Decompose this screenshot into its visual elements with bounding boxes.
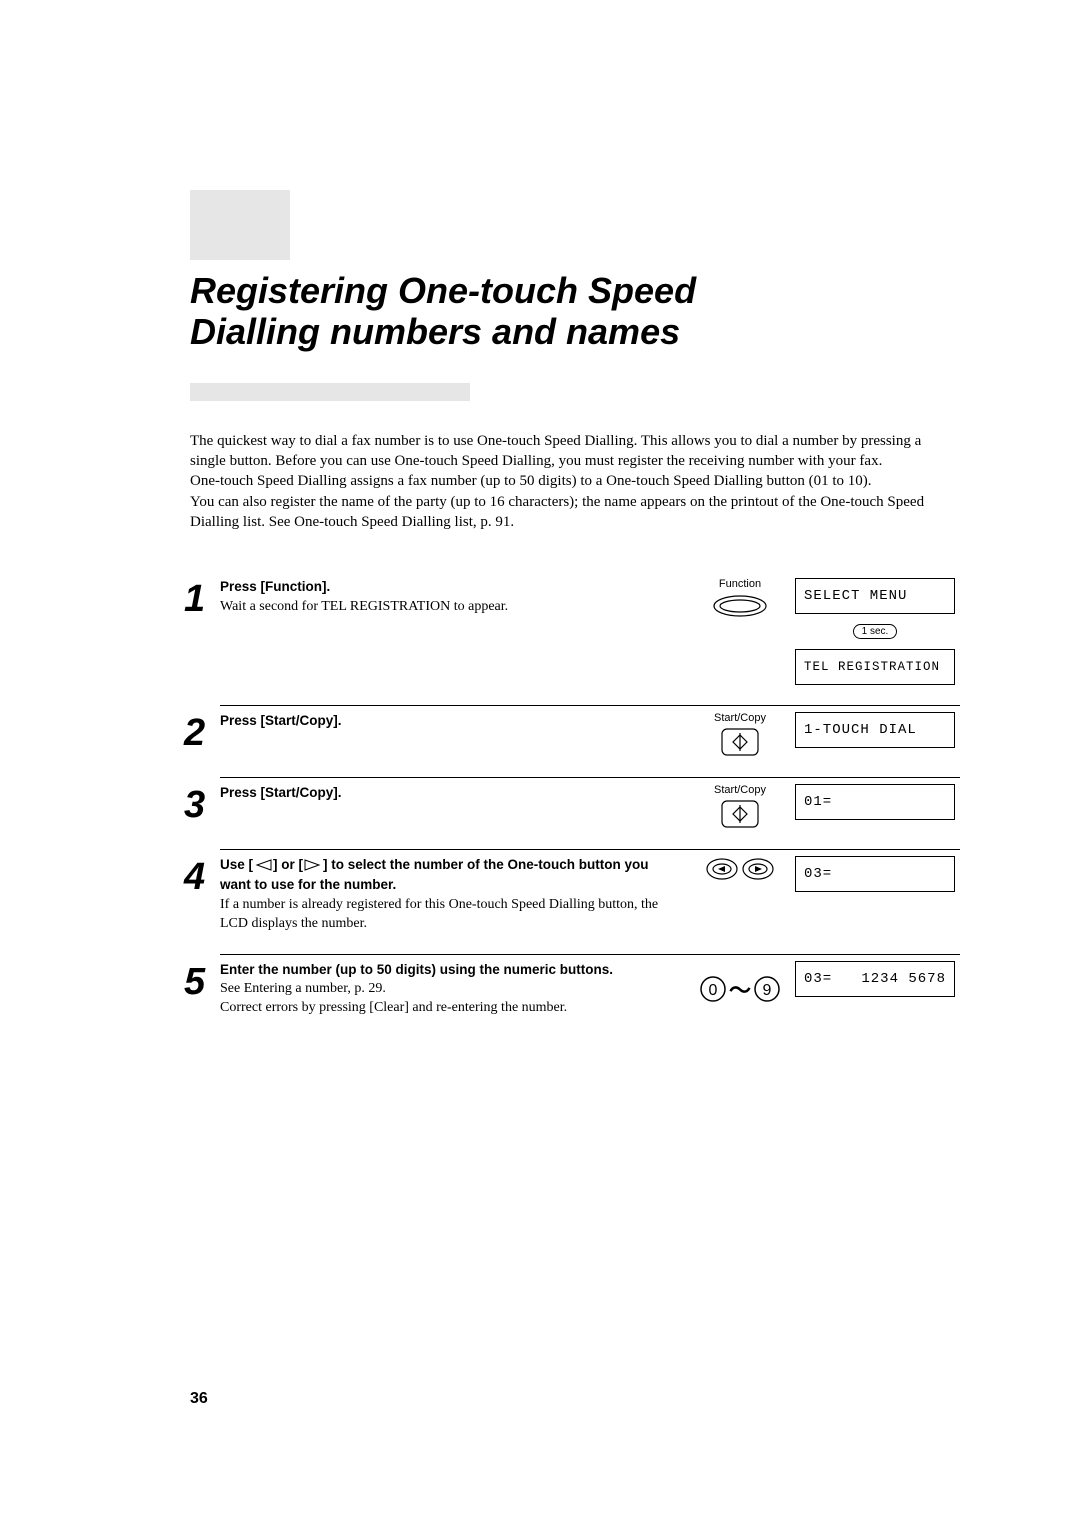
step-lcd-area: 1-TOUCH DIAL xyxy=(790,712,960,757)
step-3: 3 Press [Start/Copy]. Start/Copy 01= xyxy=(220,777,960,829)
lcd-text-right: 1234 5678 xyxy=(861,971,946,987)
intro-p2: One-touch Speed Dialling assigns a fax n… xyxy=(190,471,960,491)
lcd-display: 03= xyxy=(795,856,955,892)
step-number: 2 xyxy=(184,712,220,757)
step-icon-area xyxy=(690,856,790,934)
step-lcd-area: SELECT MENU 1 sec. TEL REGISTRATION xyxy=(790,578,960,685)
step-body: If a number is already registered for th… xyxy=(220,897,658,931)
svg-text:0: 0 xyxy=(709,982,718,999)
left-arrow-icon xyxy=(253,858,273,872)
header-grey-box xyxy=(190,190,290,260)
right-arrow-icon xyxy=(303,858,323,872)
step-number: 4 xyxy=(184,856,220,934)
left-right-buttons-icon xyxy=(705,856,775,882)
intro-text: The quickest way to dial a fax number is… xyxy=(190,431,960,532)
lcd-display: TEL REGISTRATION xyxy=(795,649,955,685)
lcd-text: 01= xyxy=(804,794,832,810)
title-line-1: Registering One-touch Speed xyxy=(190,270,696,311)
title-line-2: Dialling numbers and names xyxy=(190,311,680,352)
step-4: 4 Use [] or [] to select the number of t… xyxy=(220,849,960,934)
step-lcd-area: 03= xyxy=(790,856,960,934)
step-text: Press [Function]. Wait a second for TEL … xyxy=(220,578,690,685)
lcd-display: 1-TOUCH DIAL xyxy=(795,712,955,748)
step-text: Enter the number (up to 50 digits) using… xyxy=(220,961,690,1019)
step-icon-area: Start/Copy xyxy=(690,712,790,757)
step-bold: Enter the number (up to 50 digits) using… xyxy=(220,962,613,977)
intro-p1: The quickest way to dial a fax number is… xyxy=(190,431,960,472)
step-icon-area: Start/Copy xyxy=(690,784,790,829)
numeric-key-0-icon: 0 xyxy=(699,975,727,1003)
lcd-text: 1-TOUCH DIAL xyxy=(804,722,917,738)
step-text: Press [Start/Copy]. xyxy=(220,712,690,757)
page-title: Registering One-touch Speed Dialling num… xyxy=(190,270,960,353)
page-number: 36 xyxy=(190,1390,208,1408)
intro-p3: You can also register the name of the pa… xyxy=(190,492,960,533)
step-bold: Press [Function]. xyxy=(220,579,330,594)
lcd-display: SELECT MENU xyxy=(795,578,955,614)
step-body: Wait a second for TEL REGISTRATION to ap… xyxy=(220,599,508,614)
step-bold-mid: ] or [ xyxy=(273,857,303,872)
function-icon-label: Function xyxy=(719,578,761,590)
lcd-display: 03= 1234 5678 xyxy=(795,961,955,997)
step-number: 1 xyxy=(184,578,220,685)
page: Registering One-touch Speed Dialling num… xyxy=(0,0,1080,1528)
step-body2: Correct errors by pressing [Clear] and r… xyxy=(220,1000,567,1015)
step-icon-area: 0 〜 9 xyxy=(690,961,790,1019)
wait-label: 1 sec. xyxy=(853,624,898,639)
svg-text:9: 9 xyxy=(763,982,772,999)
title-underline xyxy=(190,383,470,401)
step-2: 2 Press [Start/Copy]. Start/Copy 1-TOUCH… xyxy=(220,705,960,757)
step-bold-pre: Use [ xyxy=(220,857,253,872)
lcd-display: 01= xyxy=(795,784,955,820)
lcd-text: 03= xyxy=(804,866,832,882)
numeric-key-9-icon: 9 xyxy=(753,975,781,1003)
step-bold: Press [Start/Copy]. xyxy=(220,785,342,800)
steps-list: 1 Press [Function]. Wait a second for TE… xyxy=(190,572,960,1018)
startcopy-button-icon xyxy=(720,799,760,829)
tilde-icon: 〜 xyxy=(729,973,751,1005)
step-number: 5 xyxy=(184,961,220,1019)
step-body1: See Entering a number, p. 29. xyxy=(220,981,386,996)
step-text: Use [] or [] to select the number of the… xyxy=(220,856,690,934)
lcd-text: SELECT MENU xyxy=(804,588,907,604)
step-number: 3 xyxy=(184,784,220,829)
function-button-icon xyxy=(712,593,768,619)
step-icon-area: Function xyxy=(690,578,790,685)
step-bold: Press [Start/Copy]. xyxy=(220,713,342,728)
startcopy-icon-label: Start/Copy xyxy=(714,712,766,724)
step-1: 1 Press [Function]. Wait a second for TE… xyxy=(220,572,960,685)
startcopy-icon-label: Start/Copy xyxy=(714,784,766,796)
lcd-text-left: 03= xyxy=(804,971,832,987)
lcd-text: TEL REGISTRATION xyxy=(804,660,940,674)
step-lcd-area: 01= xyxy=(790,784,960,829)
step-lcd-area: 03= 1234 5678 xyxy=(790,961,960,1019)
step-5: 5 Enter the number (up to 50 digits) usi… xyxy=(220,954,960,1019)
step-text: Press [Start/Copy]. xyxy=(220,784,690,829)
startcopy-button-icon xyxy=(720,727,760,757)
